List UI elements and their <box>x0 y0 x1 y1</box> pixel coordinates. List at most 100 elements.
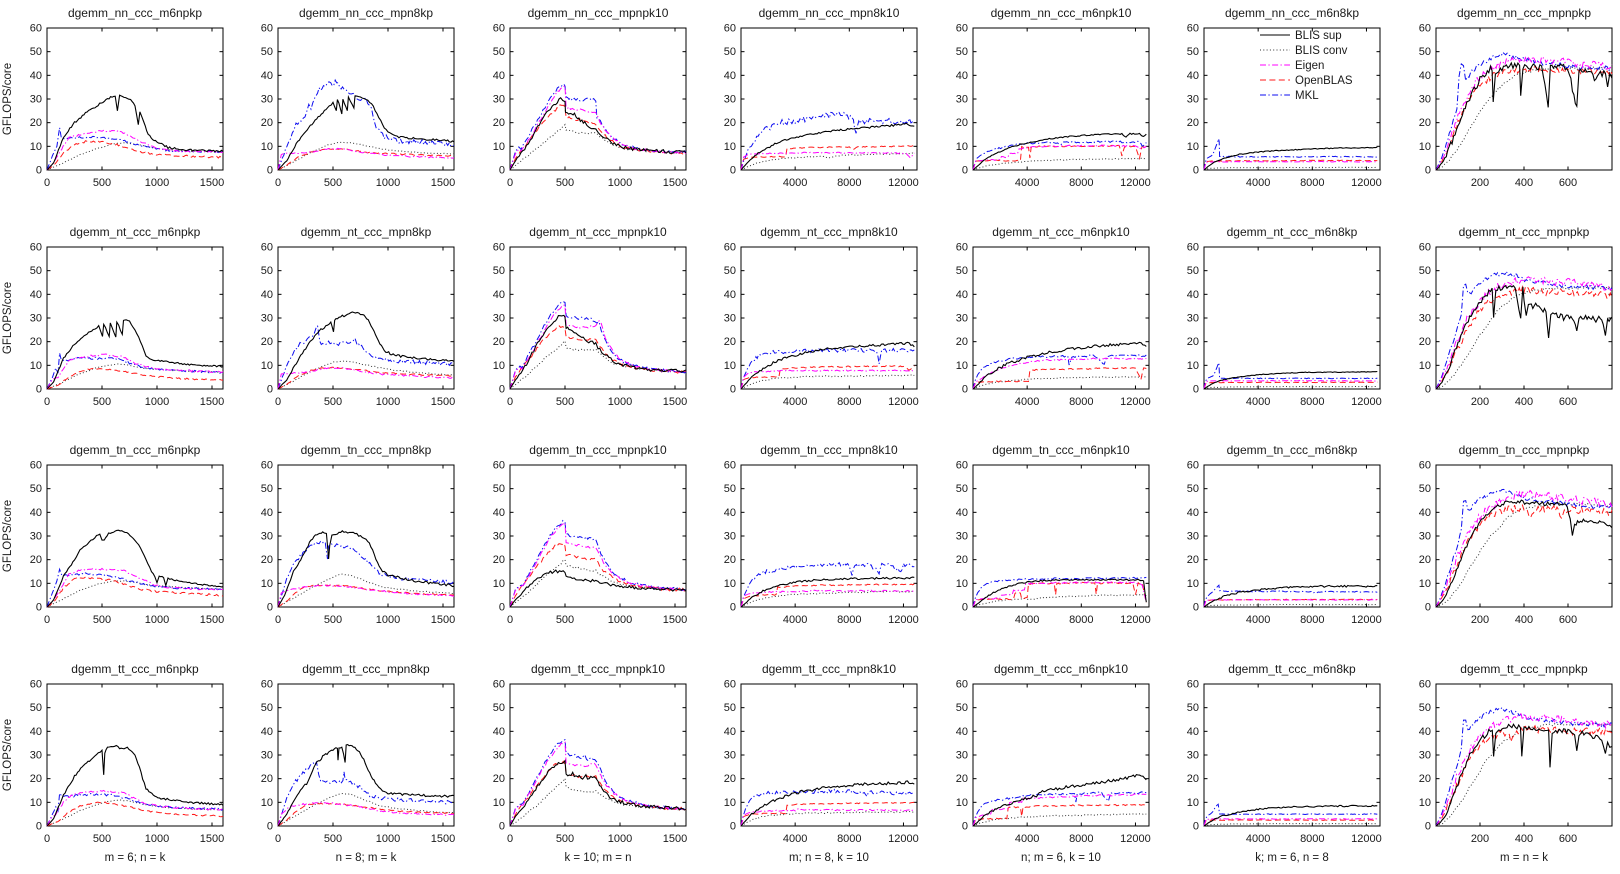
y-tick-label: 40 <box>261 288 273 300</box>
series-openblas <box>278 366 455 389</box>
y-tick-label: 50 <box>1187 483 1199 495</box>
y-tick-label: 30 <box>1187 531 1199 543</box>
y-tick-label: 10 <box>493 359 505 371</box>
y-tick-label: 0 <box>730 165 736 177</box>
x-tick-label: 1500 <box>431 177 455 189</box>
y-tick-label: 50 <box>30 483 42 495</box>
subplot-title: dgemm_tn_ccc_m6npk10 <box>992 443 1130 457</box>
series-openblas <box>509 542 687 608</box>
series-mkl <box>46 567 224 608</box>
x-tick-label: 12000 <box>1120 833 1151 845</box>
subplot-dgemm_tn_ccc_m6n8kp: dgemm_tn_ccc_m6n8kp 0 10 20 30 40 50 60 4000 8000… <box>1187 443 1382 626</box>
subplot-dgemm_nt_ccc_mpnpkp: dgemm_nt_ccc_mpnpkp 0 10 20 30 40 50 60 200 400 60… <box>1418 225 1613 408</box>
series-openblas <box>46 140 224 171</box>
subplot-title: dgemm_tn_ccc_mpnpk10 <box>529 443 667 457</box>
y-tick-label: 20 <box>493 773 505 785</box>
y-tick-label: 40 <box>261 70 273 82</box>
series-eigen <box>509 740 687 826</box>
x-tick-label: 500 <box>324 614 342 626</box>
x-tick-label: 4000 <box>1246 833 1270 845</box>
y-tick-label: 20 <box>30 554 42 566</box>
y-tick-label: 50 <box>1418 702 1430 714</box>
y-tick-label: 50 <box>30 265 42 277</box>
x-tick-label: 500 <box>324 396 342 408</box>
subplot-title: dgemm_nn_ccc_mpn8k10 <box>759 6 900 20</box>
series-mkl <box>740 111 915 171</box>
series-blis-conv <box>1204 166 1378 171</box>
y-tick-label: 0 <box>267 820 273 832</box>
x-tick-label: 8000 <box>1300 833 1324 845</box>
y-tick-label: 40 <box>1187 288 1199 300</box>
series-openblas <box>509 104 686 171</box>
y-tick-label: 50 <box>261 483 273 495</box>
x-tick-label: 500 <box>324 833 342 845</box>
plot-box <box>46 464 224 608</box>
y-tick-label: 30 <box>261 94 273 106</box>
y-tick-label: 40 <box>1418 288 1430 300</box>
y-tick-label: 40 <box>955 288 967 300</box>
series-blis-conv <box>46 580 224 608</box>
series-mkl <box>1203 360 1378 389</box>
y-tick-label: 50 <box>493 483 505 495</box>
y-tick-label: 30 <box>955 749 967 761</box>
series-eigen <box>277 365 455 389</box>
series-blis-conv <box>741 590 915 608</box>
subplot-dgemm_tn_ccc_m6npkp: dgemm_tn_ccc_m6npkp 0 10 20 30 40 50 60 0 500 1000… <box>2 443 224 626</box>
y-axis-label: GFLOPS/core <box>2 63 14 135</box>
y-tick-label: 60 <box>30 460 42 472</box>
series-mkl <box>509 738 687 826</box>
series-blis-sup <box>972 341 1147 389</box>
series-openblas <box>1203 381 1378 389</box>
subplot-title: dgemm_tt_ccc_mpnpk10 <box>531 662 665 676</box>
subplot-title: dgemm_tt_ccc_mpn8kp <box>303 662 431 676</box>
series-mkl <box>509 519 686 608</box>
plot-box <box>1435 683 1613 826</box>
plot-box <box>277 464 455 608</box>
x-tick-label: 8000 <box>1300 396 1324 408</box>
y-tick-label: 40 <box>1187 725 1199 737</box>
series-openblas <box>278 584 455 608</box>
x-tick-label: 0 <box>507 833 513 845</box>
x-tick-label: 1000 <box>376 833 400 845</box>
x-tick-label: 12000 <box>1351 396 1382 408</box>
x-tick-label: 0 <box>44 833 50 845</box>
series-blis-conv <box>46 362 223 389</box>
x-axis-label: n; m = 6, k = 10 <box>1021 852 1101 864</box>
y-tick-label: 30 <box>1187 312 1199 324</box>
y-tick-label: 10 <box>1187 359 1199 371</box>
y-tick-label: 0 <box>730 602 736 614</box>
subplot-title: dgemm_tt_ccc_mpnpkp <box>1460 662 1588 676</box>
x-tick-label: 600 <box>1558 614 1576 626</box>
y-tick-label: 20 <box>724 554 736 566</box>
series-blis-conv <box>1204 385 1378 389</box>
y-tick-label: 60 <box>1187 678 1199 690</box>
series-blis-sup <box>1203 370 1378 389</box>
series-blis-conv <box>972 157 1147 171</box>
x-tick-label: 12000 <box>1351 833 1382 845</box>
series-eigen <box>740 151 915 171</box>
series-openblas <box>740 583 915 608</box>
series-blis-sup <box>972 578 1147 608</box>
subplot-dgemm_tt_ccc_m6npkp: dgemm_tt_ccc_m6npkp 0 10 20 30 40 50 60 0 500 1000… <box>2 662 224 864</box>
y-tick-label: 20 <box>1187 554 1199 566</box>
series-openblas <box>1203 818 1378 826</box>
y-tick-label: 40 <box>724 288 736 300</box>
y-tick-label: 20 <box>1187 117 1199 129</box>
series-openblas <box>1435 65 1613 171</box>
x-tick-label: 1500 <box>663 177 687 189</box>
series-eigen <box>1435 275 1612 389</box>
x-tick-label: 0 <box>275 396 281 408</box>
series-mkl <box>972 353 1147 389</box>
y-tick-label: 30 <box>30 531 42 543</box>
series-blis-sup <box>740 779 915 826</box>
y-tick-label: 50 <box>724 702 736 714</box>
y-tick-label: 50 <box>955 702 967 714</box>
y-tick-label: 20 <box>1418 773 1430 785</box>
series-openblas <box>1203 159 1378 171</box>
x-tick-label: 1000 <box>145 177 169 189</box>
series-blis-conv <box>741 152 915 171</box>
y-tick-label: 10 <box>261 141 273 153</box>
x-tick-label: 1500 <box>663 833 687 845</box>
series-eigen <box>1203 160 1378 171</box>
x-tick-label: 600 <box>1558 833 1576 845</box>
